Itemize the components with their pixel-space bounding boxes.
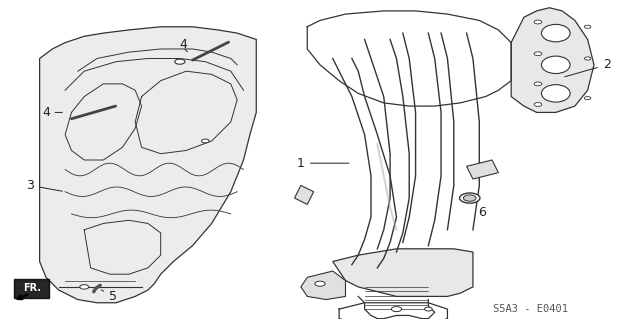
Text: 6: 6 — [473, 202, 486, 219]
Text: 4: 4 — [179, 38, 187, 51]
Circle shape — [534, 103, 541, 106]
Polygon shape — [14, 279, 49, 298]
Text: 3: 3 — [26, 179, 62, 192]
Circle shape — [175, 59, 185, 64]
Ellipse shape — [541, 56, 570, 74]
Circle shape — [534, 52, 541, 56]
Polygon shape — [40, 27, 256, 303]
Text: 2: 2 — [565, 58, 611, 77]
Circle shape — [424, 307, 432, 311]
Circle shape — [392, 307, 401, 312]
Circle shape — [315, 281, 325, 286]
Polygon shape — [294, 185, 314, 204]
Circle shape — [584, 25, 591, 28]
Circle shape — [80, 285, 89, 289]
Text: 4: 4 — [42, 106, 50, 119]
Polygon shape — [333, 249, 473, 296]
Text: FR.: FR. — [23, 284, 41, 293]
Circle shape — [584, 97, 591, 100]
Circle shape — [463, 195, 476, 201]
Ellipse shape — [541, 85, 570, 102]
Polygon shape — [467, 160, 499, 179]
Text: S5A3 - E0401: S5A3 - E0401 — [493, 304, 568, 314]
Polygon shape — [301, 271, 346, 300]
Polygon shape — [511, 8, 594, 112]
Ellipse shape — [541, 24, 570, 42]
Circle shape — [202, 139, 209, 143]
Text: 5: 5 — [101, 290, 117, 303]
Circle shape — [534, 82, 541, 86]
Circle shape — [460, 193, 480, 203]
Circle shape — [534, 20, 541, 24]
Circle shape — [584, 57, 591, 60]
Text: 1: 1 — [297, 157, 349, 170]
